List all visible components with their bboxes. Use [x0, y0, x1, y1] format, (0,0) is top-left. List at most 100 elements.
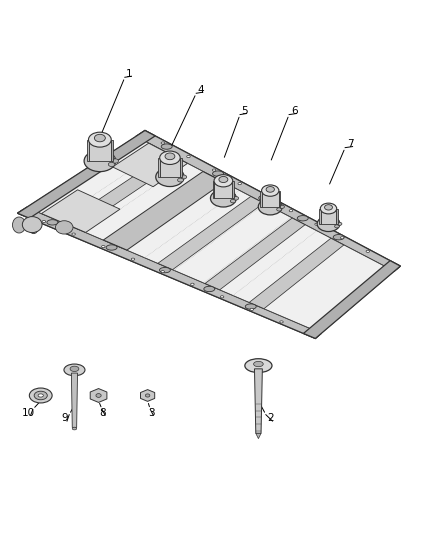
Polygon shape — [42, 190, 120, 232]
Ellipse shape — [245, 359, 272, 373]
Ellipse shape — [72, 233, 75, 235]
Ellipse shape — [210, 190, 237, 207]
Polygon shape — [262, 191, 279, 207]
Polygon shape — [205, 218, 305, 290]
Ellipse shape — [212, 169, 216, 171]
Ellipse shape — [277, 203, 282, 206]
Polygon shape — [87, 140, 89, 161]
Ellipse shape — [220, 296, 224, 298]
Ellipse shape — [191, 283, 194, 285]
Ellipse shape — [95, 134, 105, 142]
Ellipse shape — [72, 427, 77, 430]
Polygon shape — [212, 181, 214, 198]
Ellipse shape — [238, 183, 241, 185]
Polygon shape — [321, 208, 336, 224]
Polygon shape — [71, 373, 78, 427]
Polygon shape — [336, 208, 338, 224]
Ellipse shape — [34, 391, 47, 400]
Polygon shape — [256, 433, 261, 439]
Polygon shape — [111, 140, 113, 161]
Ellipse shape — [254, 361, 263, 367]
Polygon shape — [249, 238, 344, 309]
Ellipse shape — [42, 221, 46, 223]
Ellipse shape — [161, 142, 165, 144]
Polygon shape — [27, 136, 394, 333]
Polygon shape — [136, 134, 397, 271]
Ellipse shape — [112, 159, 118, 163]
Polygon shape — [180, 158, 182, 177]
Ellipse shape — [165, 153, 175, 160]
Ellipse shape — [219, 176, 228, 182]
Ellipse shape — [279, 205, 284, 208]
Text: 3: 3 — [148, 408, 155, 417]
Polygon shape — [254, 369, 262, 433]
Ellipse shape — [160, 151, 180, 165]
Polygon shape — [18, 210, 319, 338]
Ellipse shape — [145, 394, 150, 397]
Polygon shape — [232, 181, 234, 198]
Ellipse shape — [56, 221, 73, 234]
Text: 8: 8 — [99, 408, 106, 417]
Polygon shape — [319, 208, 321, 224]
Ellipse shape — [161, 271, 164, 273]
Ellipse shape — [214, 175, 233, 187]
Ellipse shape — [259, 195, 270, 200]
Polygon shape — [158, 197, 264, 270]
Ellipse shape — [315, 223, 318, 225]
Polygon shape — [90, 389, 107, 402]
Ellipse shape — [70, 366, 79, 372]
Ellipse shape — [102, 246, 105, 248]
Ellipse shape — [161, 144, 172, 149]
Ellipse shape — [47, 220, 58, 225]
Ellipse shape — [266, 187, 274, 192]
Ellipse shape — [335, 225, 339, 228]
Ellipse shape — [131, 258, 135, 260]
Ellipse shape — [108, 156, 115, 160]
Ellipse shape — [64, 364, 85, 376]
Ellipse shape — [261, 185, 279, 196]
Polygon shape — [103, 172, 224, 250]
Text: 10: 10 — [22, 408, 35, 417]
Polygon shape — [23, 207, 321, 335]
Ellipse shape — [212, 171, 223, 176]
Ellipse shape — [177, 172, 184, 176]
Ellipse shape — [245, 304, 256, 309]
Polygon shape — [304, 261, 400, 338]
Ellipse shape — [22, 216, 42, 232]
Ellipse shape — [320, 203, 337, 214]
Polygon shape — [108, 174, 220, 248]
Polygon shape — [140, 131, 400, 269]
Ellipse shape — [84, 150, 116, 172]
Text: 5: 5 — [241, 106, 248, 116]
Ellipse shape — [335, 220, 339, 223]
Polygon shape — [260, 191, 262, 207]
Ellipse shape — [250, 308, 254, 310]
Ellipse shape — [337, 222, 342, 225]
Ellipse shape — [277, 208, 282, 211]
Ellipse shape — [96, 393, 101, 398]
Ellipse shape — [289, 209, 293, 212]
Text: 6: 6 — [291, 106, 298, 116]
Ellipse shape — [88, 132, 111, 147]
Ellipse shape — [233, 197, 239, 200]
Polygon shape — [214, 181, 232, 198]
Ellipse shape — [230, 193, 236, 197]
Ellipse shape — [13, 217, 26, 233]
Ellipse shape — [297, 215, 308, 221]
Ellipse shape — [280, 321, 283, 323]
Ellipse shape — [204, 286, 215, 292]
Polygon shape — [18, 207, 321, 338]
Polygon shape — [64, 154, 181, 229]
Ellipse shape — [29, 223, 38, 233]
Polygon shape — [279, 191, 280, 207]
Polygon shape — [160, 158, 180, 177]
Text: 7: 7 — [347, 139, 354, 149]
Ellipse shape — [187, 156, 190, 158]
Polygon shape — [141, 390, 155, 401]
Ellipse shape — [181, 175, 187, 179]
Ellipse shape — [258, 199, 282, 215]
Ellipse shape — [230, 199, 236, 203]
Ellipse shape — [264, 196, 267, 198]
Polygon shape — [18, 131, 155, 218]
Text: 9: 9 — [61, 414, 68, 423]
